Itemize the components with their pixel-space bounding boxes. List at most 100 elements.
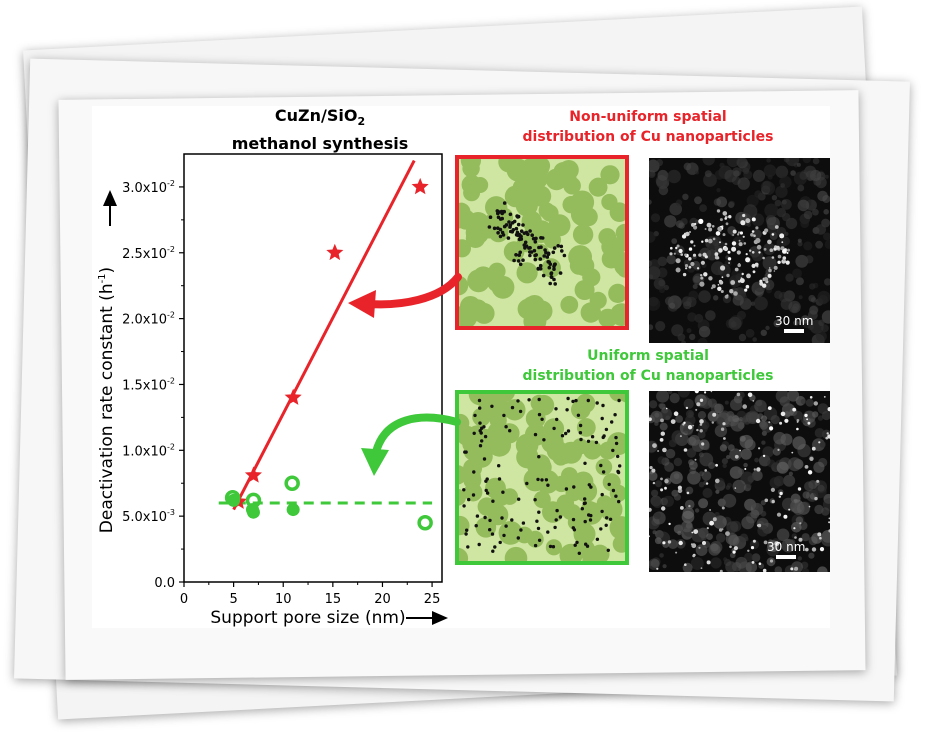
support-particle <box>538 202 555 219</box>
cu-nanoparticle <box>594 440 599 445</box>
cu-nanoparticle <box>516 259 521 263</box>
tem-bright-spot <box>712 237 716 241</box>
cu-nanoparticle <box>504 425 508 429</box>
cu-nanoparticle <box>496 211 500 216</box>
tem-texture <box>805 398 814 407</box>
tem-bright-spot <box>711 284 716 289</box>
tem-texture <box>824 239 830 249</box>
tem-texture <box>677 530 682 536</box>
tem-texture <box>667 391 673 395</box>
cu-nanoparticle <box>613 413 617 417</box>
tem-bright-spot <box>826 432 829 435</box>
cu-nanoparticle <box>528 253 532 258</box>
tem-texture <box>655 321 666 332</box>
tem-texture <box>675 199 683 206</box>
tem-texture <box>775 185 788 198</box>
x-tick-label: 10 <box>275 592 292 607</box>
tem-bright-spot <box>773 265 778 270</box>
tem-bright-spot <box>786 252 789 254</box>
tem-bright-spot <box>728 262 730 264</box>
cu-nanoparticle <box>488 518 492 523</box>
tem-bright-spot <box>715 231 721 236</box>
tem-bright-spot <box>807 470 813 475</box>
cu-nanoparticle <box>482 425 486 429</box>
cu-nanoparticle <box>551 250 556 255</box>
tem-bright-spot <box>751 217 756 222</box>
cu-nanoparticle <box>517 253 521 257</box>
tem-texture <box>714 424 728 438</box>
cu-nanoparticle <box>583 461 587 465</box>
cu-nanoparticle <box>516 536 520 540</box>
tem-bright-spot <box>692 554 696 558</box>
cu-nanoparticle <box>580 507 584 511</box>
tem-texture <box>757 525 769 537</box>
tem-bright-spot <box>769 559 774 563</box>
cu-nanoparticle <box>558 515 563 519</box>
tem-texture <box>776 461 789 474</box>
cu-nanoparticle <box>497 464 501 468</box>
tem-bright-spot <box>660 418 664 423</box>
tem-bright-spot <box>762 283 767 288</box>
cu-nanoparticle <box>607 482 611 487</box>
support-particle <box>473 302 495 324</box>
cu-nanoparticle <box>498 227 503 232</box>
tem-bright-spot <box>673 252 676 255</box>
tem-texture <box>700 534 707 541</box>
tem-texture <box>793 171 807 185</box>
tem-texture <box>797 184 805 192</box>
cu-nanoparticle <box>601 403 605 408</box>
support-particle <box>556 494 575 513</box>
cu-nanoparticle <box>477 542 481 547</box>
tem-bright-spot <box>661 506 666 511</box>
tem-texture <box>649 199 652 205</box>
cu-nanoparticle <box>529 250 534 254</box>
tem-texture <box>699 452 714 467</box>
tem-bright-spot <box>660 431 665 436</box>
cu-nanoparticle <box>518 262 523 267</box>
cu-nanoparticle <box>579 437 583 442</box>
tem-bright-spot <box>731 241 737 246</box>
cu-nanoparticle <box>614 494 618 498</box>
tem-bright-spot <box>662 541 666 545</box>
tem-bright-spot <box>684 253 687 257</box>
tem-texture <box>659 553 664 558</box>
tem-texture <box>812 158 820 165</box>
tem-bright-spot <box>717 286 722 291</box>
tem-texture <box>719 444 727 452</box>
tem-texture <box>764 203 779 218</box>
tem-texture <box>775 165 789 179</box>
cu-nanoparticle <box>518 409 523 414</box>
star-marker <box>411 177 429 195</box>
support-particle <box>598 308 618 326</box>
tem-texture <box>787 457 802 472</box>
tem-texture <box>705 310 716 321</box>
tem-bright-spot <box>823 396 826 398</box>
tem-bright-spot <box>722 211 728 216</box>
tem-bright-spot <box>825 436 829 440</box>
tem-bright-spot <box>769 426 774 431</box>
cu-nanoparticle <box>522 231 527 235</box>
cu-nanoparticle <box>517 497 521 501</box>
cu-nanoparticle <box>535 519 539 523</box>
cu-nanoparticle <box>600 492 604 497</box>
tem-texture <box>805 170 816 181</box>
cu-nanoparticle <box>600 416 604 421</box>
tem-texture <box>821 532 830 547</box>
tem-bright-spot <box>667 540 672 544</box>
tem-bright-spot <box>717 226 722 232</box>
tem-bright-spot <box>664 478 669 484</box>
tem-bright-spot <box>751 263 756 268</box>
tem-texture <box>742 167 750 174</box>
tem-bright-spot <box>683 421 686 424</box>
support-particle <box>462 159 480 178</box>
tem-bright-spot <box>696 402 701 407</box>
tem-texture <box>649 471 658 481</box>
cu-nanoparticle <box>539 236 543 240</box>
tem-texture <box>760 415 768 422</box>
tem-bright-spot <box>688 504 691 508</box>
support-particle <box>505 159 522 170</box>
tem-bright-spot <box>704 469 707 472</box>
cu-nanoparticle <box>606 548 610 552</box>
cu-nanoparticle <box>577 551 581 555</box>
cu-nanoparticle <box>533 240 538 244</box>
